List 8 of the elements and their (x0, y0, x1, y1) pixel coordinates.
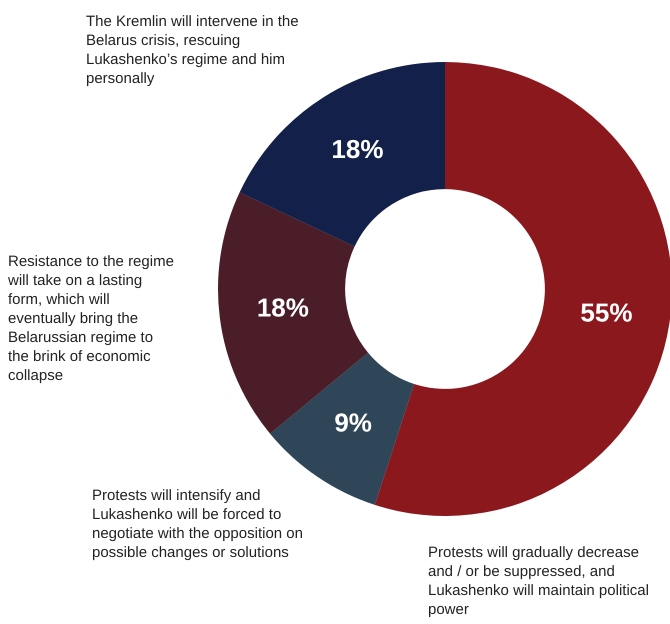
data-label: 18% (331, 134, 384, 164)
slice-label: The Kremlin will intervene in the Belarus crisis, rescuing Lukashenko’s regime and him personally (86, 12, 300, 88)
slice-label: Resistance to the regime will take on a lasting form, which will eventually bring the Belarussian regime to the brink of economic collapse (8, 252, 175, 385)
data-label: 18% (256, 292, 309, 323)
data-label: 55% (580, 298, 632, 328)
slice-label: Protests will gradually decrease and / or be suppressed, and Lukashenko will maintain political power (428, 543, 650, 619)
slice-label: Protests will intensify and Lukashenko will be forced to negotiate with the opposition on possible changes or solutions (92, 486, 304, 562)
data-label: 9% (334, 407, 372, 438)
